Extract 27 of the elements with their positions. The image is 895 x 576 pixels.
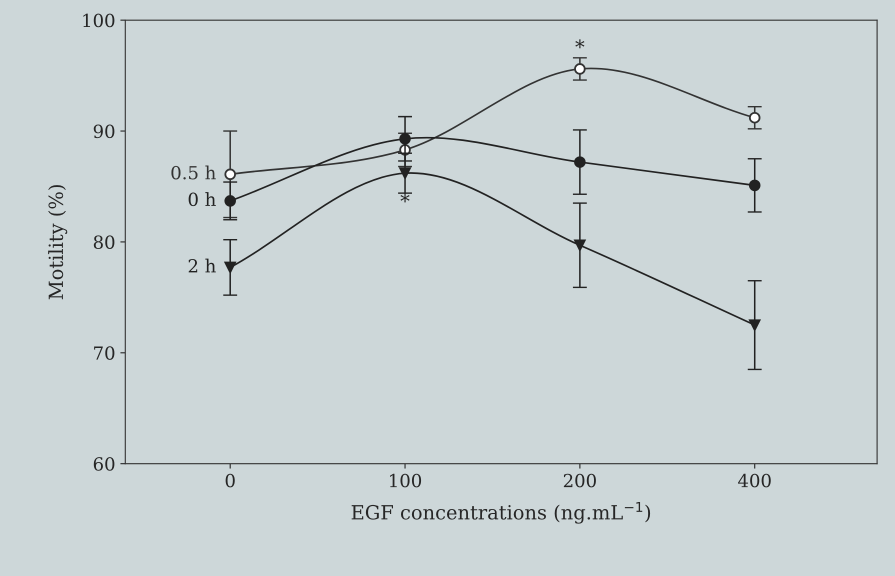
x-tick-label: 100 — [390, 474, 422, 488]
series-label: 0 h — [188, 192, 216, 206]
y-tick-label: 80 — [94, 235, 114, 250]
x-tick-label: 400 — [738, 474, 771, 488]
point — [574, 239, 586, 252]
x-tick-label: 0 — [226, 474, 235, 488]
series-label: 2 h — [188, 258, 216, 272]
point — [748, 319, 760, 331]
point — [574, 156, 586, 168]
point — [224, 195, 236, 207]
point — [224, 168, 236, 180]
point — [748, 112, 760, 124]
x-tick-label: 200 — [564, 474, 596, 488]
point — [399, 167, 411, 179]
point — [574, 63, 586, 75]
annotation: * — [575, 39, 584, 48]
y-tick-label: 100 — [83, 14, 114, 28]
y-tick-label: 70 — [94, 346, 114, 360]
annotation: * — [400, 193, 410, 202]
series-label: 0.5 h — [171, 166, 216, 180]
x-axis-title: EGF concentrations (ng.mL$^{−1}$) — [352, 502, 650, 524]
y-tick-label: 60 — [94, 457, 114, 471]
point — [748, 180, 760, 192]
point — [399, 133, 411, 145]
y-tick-label: 90 — [94, 124, 114, 138]
y-axis-title: Motility (%) — [48, 185, 68, 300]
point — [224, 262, 236, 274]
